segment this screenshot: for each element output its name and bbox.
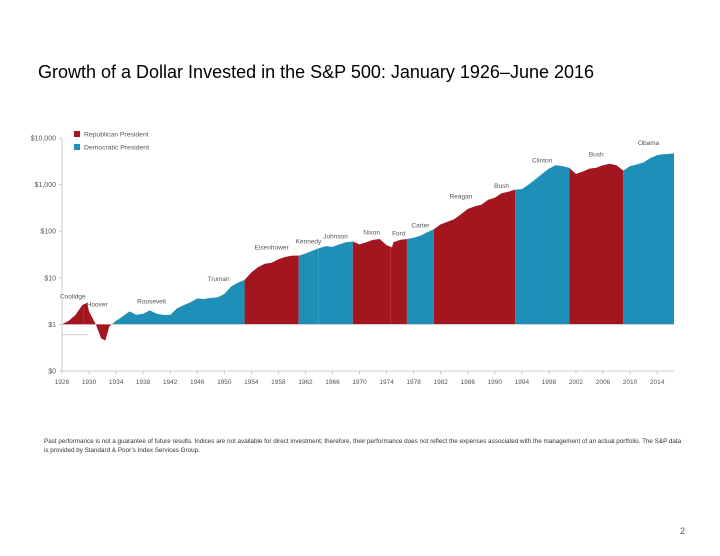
x-tick-label: 1934 [109,379,124,386]
president-label-bush-11: Bush [494,183,509,190]
x-tick-label: 1990 [488,379,503,386]
term-area-carter-9 [406,229,434,325]
y-tick-label: $0 [48,369,56,376]
x-tick-label: 1942 [163,379,178,386]
president-label-reagan-10: Reagan [450,194,473,201]
legend-label-democratic: Democratic President [84,145,149,152]
president-label-coolidge-0: Coolidge [60,293,86,300]
president-label-kennedy-5: Kennedy [296,238,322,245]
x-tick-label: 1930 [82,379,97,386]
president-label-eisenhower-4: Eisenhower [255,245,290,252]
x-tick-label: 1954 [244,379,259,386]
president-label-roosevelt-2: Roosevelt [137,299,166,306]
president-label-ford-8: Ford [392,231,406,238]
x-tick-label: 1986 [461,379,476,386]
x-tick-label: 1946 [190,379,205,386]
term-area-bush-11 [488,189,516,325]
x-tick-label: 1994 [515,379,530,386]
legend-label-republican: Republican President [84,132,149,139]
term-area-johnson-6 [318,241,353,325]
term-area-bush-13 [569,163,624,325]
president-label-bush-13: Bush [589,152,604,159]
x-tick-label: 2006 [596,379,611,386]
x-tick-label: 1958 [271,379,286,386]
y-tick-label: $1 [48,322,56,329]
y-axis: $10,000 $1,000 $100 $10 $1 $0 [31,136,63,376]
page-number: 2 [680,526,686,536]
x-tick-label: 1970 [352,379,367,386]
y-tick-label: $100 [40,229,56,236]
x-tick-label: 2014 [650,379,665,386]
president-label-truman-3: Truman [207,276,230,283]
term-area-ford-8 [390,239,407,325]
y-tick-label: $1,000 [35,182,57,189]
term-area-roosevelt-2 [110,301,193,326]
x-tick-label: 1982 [433,379,448,386]
x-tick-label: 1998 [542,379,557,386]
x-tick-label: 1938 [136,379,151,386]
slide-title: Growth of a Dollar Invested in the S&P 5… [38,62,595,82]
x-axis: 1926 1930 1934 1938 1942 1946 1950 1954 1958 1962… [55,370,674,386]
president-label-carter-9: Carter [411,223,430,230]
x-tick-label: 1950 [217,379,232,386]
x-tick-label: 2010 [623,379,638,386]
president-label-johnson-6: Johnson [323,233,348,240]
x-tick-label: 2002 [569,379,584,386]
president-label-clinton-12: Clinton [532,157,553,164]
footnote: Past performance is not a guarantee of f… [44,438,682,454]
y-tick-label: $10,000 [31,136,56,143]
term-area-kennedy-5 [298,248,319,325]
legend-swatch-republican [74,131,80,137]
term-area-obama-14 [623,153,674,325]
president-label-nixon-7: Nixon [363,229,380,236]
term-area-eisenhower-4 [244,255,299,325]
chart-areas [62,153,674,341]
term-area-reagan-10 [433,199,488,325]
term-area-clinton-12 [515,165,570,325]
legend-swatch-democratic [74,144,80,150]
x-tick-label: 1966 [325,379,340,386]
term-area-hoover-1 [83,302,111,341]
president-label-obama-14: Obama [638,140,660,147]
x-tick-label: 1926 [55,379,70,386]
chart-baseline [62,323,674,336]
chart-legend: Republican President Democratic President [74,131,149,152]
x-tick-label: 1978 [406,379,421,386]
president-label-hoover-1: Hoover [87,302,109,309]
y-tick-label: $10 [44,275,56,282]
x-tick-label: 1974 [379,379,394,386]
term-area-truman-3 [192,279,245,325]
x-tick-label: 1962 [298,379,313,386]
term-area-coolidge-0 [62,304,84,325]
term-area-nixon-7 [352,239,391,325]
